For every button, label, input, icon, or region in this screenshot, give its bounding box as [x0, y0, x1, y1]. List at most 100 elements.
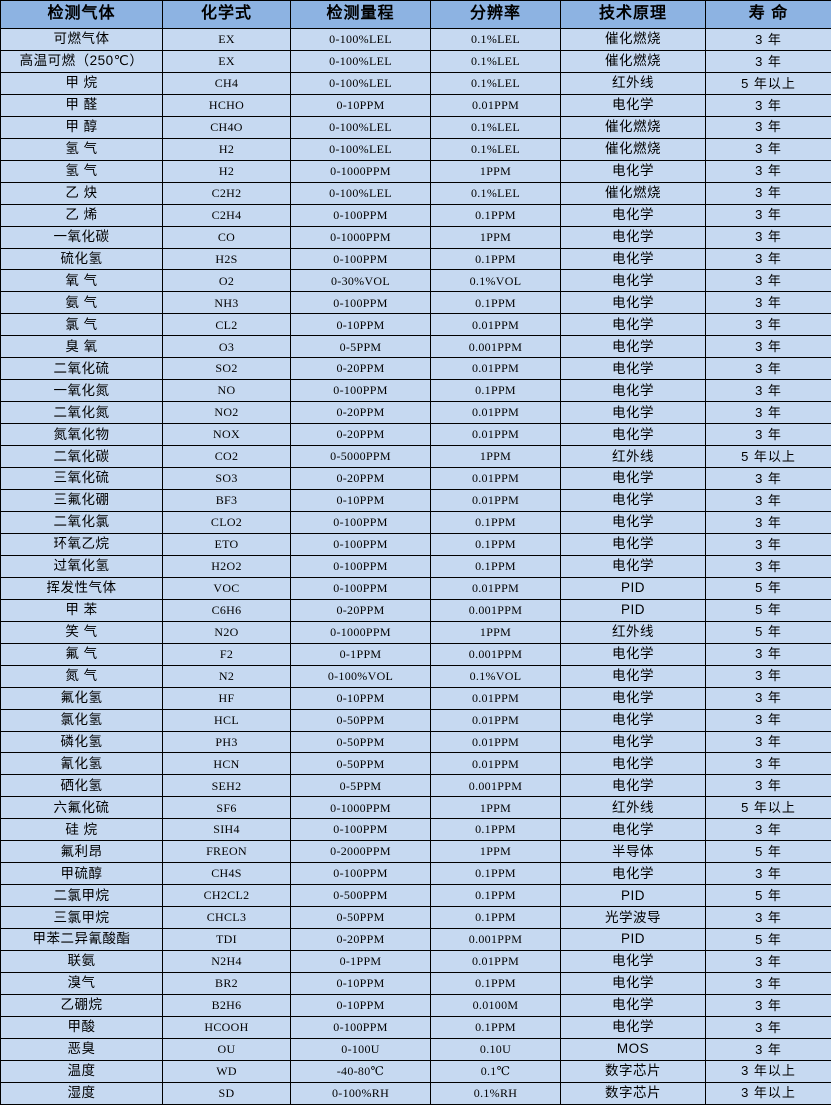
cell-formula: CHCL3	[163, 907, 291, 929]
cell-formula: WD	[163, 1060, 291, 1082]
cell-technology: 电化学	[561, 160, 706, 182]
cell-range: 0-100%LEL	[291, 138, 431, 160]
cell-lifespan: 3 年	[706, 533, 831, 555]
cell-gas: 氯化氢	[1, 709, 163, 731]
cell-range: 0-100PPM	[291, 248, 431, 270]
cell-technology: 电化学	[561, 972, 706, 994]
cell-formula: SD	[163, 1082, 291, 1104]
cell-resolution: 0.1%LEL	[431, 72, 561, 94]
cell-lifespan: 3 年	[706, 709, 831, 731]
cell-formula: H2	[163, 138, 291, 160]
cell-range: 0-100PPM	[291, 380, 431, 402]
cell-gas: 二氧化碳	[1, 446, 163, 468]
cell-range: 0-100PPM	[291, 533, 431, 555]
cell-resolution: 1PPM	[431, 621, 561, 643]
cell-technology: 催化燃烧	[561, 50, 706, 72]
cell-technology: 红外线	[561, 446, 706, 468]
cell-technology: 半导体	[561, 841, 706, 863]
cell-lifespan: 5 年以上	[706, 797, 831, 819]
cell-technology: 光学波导	[561, 907, 706, 929]
cell-technology: PID	[561, 599, 706, 621]
cell-gas: 乙 炔	[1, 182, 163, 204]
cell-formula: EX	[163, 29, 291, 51]
cell-resolution: 0.01PPM	[431, 314, 561, 336]
cell-range: 0-100%LEL	[291, 116, 431, 138]
cell-technology: 电化学	[561, 709, 706, 731]
cell-technology: 红外线	[561, 797, 706, 819]
cell-lifespan: 5 年	[706, 885, 831, 907]
cell-technology: 电化学	[561, 292, 706, 314]
cell-gas: 甲苯二异氰酸酯	[1, 929, 163, 951]
cell-lifespan: 5 年	[706, 929, 831, 951]
cell-formula: CLO2	[163, 511, 291, 533]
cell-gas: 氟化氢	[1, 687, 163, 709]
cell-technology: 电化学	[561, 270, 706, 292]
cell-resolution: 0.001PPM	[431, 775, 561, 797]
cell-formula: NO2	[163, 402, 291, 424]
cell-formula: B2H6	[163, 994, 291, 1016]
cell-gas: 甲 醇	[1, 116, 163, 138]
cell-resolution: 1PPM	[431, 797, 561, 819]
cell-resolution: 0.001PPM	[431, 643, 561, 665]
cell-technology: 电化学	[561, 490, 706, 512]
cell-technology: PID	[561, 577, 706, 599]
cell-resolution: 0.1%RH	[431, 1082, 561, 1104]
cell-range: 0-100%LEL	[291, 50, 431, 72]
cell-resolution: 0.1%LEL	[431, 182, 561, 204]
cell-lifespan: 3 年	[706, 511, 831, 533]
cell-formula: BF3	[163, 490, 291, 512]
cell-technology: 电化学	[561, 863, 706, 885]
cell-technology: 电化学	[561, 94, 706, 116]
cell-gas: 磷化氢	[1, 731, 163, 753]
cell-resolution: 0.1PPM	[431, 972, 561, 994]
cell-gas: 联氨	[1, 951, 163, 973]
cell-resolution: 0.1PPM	[431, 248, 561, 270]
cell-formula: SO2	[163, 358, 291, 380]
cell-lifespan: 3 年	[706, 468, 831, 490]
cell-range: 0-5000PPM	[291, 446, 431, 468]
cell-technology: 催化燃烧	[561, 116, 706, 138]
cell-resolution: 0.1PPM	[431, 204, 561, 226]
cell-range: 0-50PPM	[291, 907, 431, 929]
cell-formula: FREON	[163, 841, 291, 863]
cell-range: 0-20PPM	[291, 358, 431, 380]
cell-technology: 电化学	[561, 643, 706, 665]
cell-gas: 三氟化硼	[1, 490, 163, 512]
cell-lifespan: 3 年	[706, 226, 831, 248]
cell-resolution: 0.01PPM	[431, 468, 561, 490]
cell-technology: 电化学	[561, 819, 706, 841]
cell-range: 0-10PPM	[291, 687, 431, 709]
cell-range: 0-1000PPM	[291, 797, 431, 819]
cell-gas: 一氧化氮	[1, 380, 163, 402]
cell-gas: 氧 气	[1, 270, 163, 292]
cell-range: 0-1PPM	[291, 643, 431, 665]
cell-resolution: 1PPM	[431, 160, 561, 182]
cell-range: 0-100PPM	[291, 1016, 431, 1038]
cell-resolution: 1PPM	[431, 446, 561, 468]
cell-gas: 二氧化硫	[1, 358, 163, 380]
cell-lifespan: 5 年	[706, 599, 831, 621]
cell-technology: 催化燃烧	[561, 138, 706, 160]
cell-lifespan: 3 年	[706, 402, 831, 424]
cell-technology: 电化学	[561, 753, 706, 775]
